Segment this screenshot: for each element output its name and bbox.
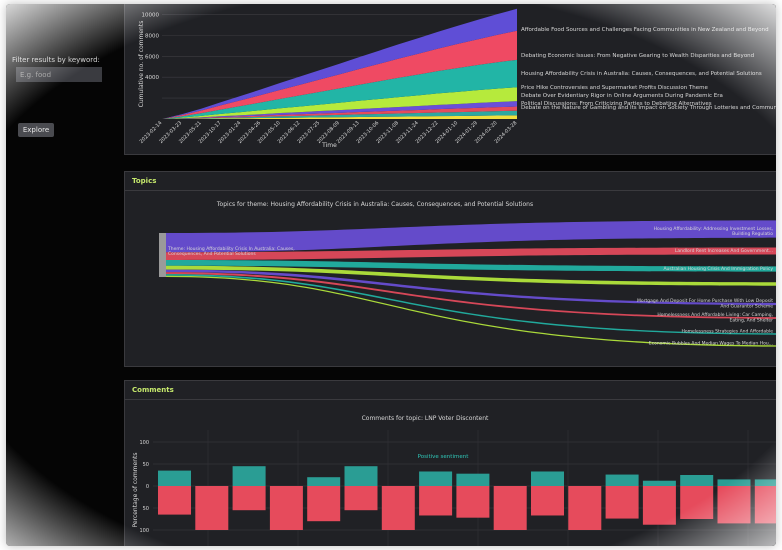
sankey-target-label: Homelessness And Affordable Living: Car … xyxy=(657,312,773,318)
negative-bar xyxy=(269,486,303,530)
positive-bar xyxy=(680,475,714,486)
series-label: Affordable Food Sources and Challenges F… xyxy=(521,27,769,33)
positive-bar xyxy=(642,480,676,486)
positive-bar xyxy=(605,474,639,486)
y-axis-label: Percentage of comments xyxy=(132,453,139,528)
y-tick-label: 6000 xyxy=(145,54,159,60)
sankey-target-label: Homelessness Strategies And Affordable xyxy=(681,328,773,334)
y-tick-label: 100 xyxy=(139,440,149,446)
positive-bar xyxy=(307,477,341,486)
y-tick-label: 0 xyxy=(146,484,149,490)
y-tick-label: 10000 xyxy=(142,12,160,18)
sankey-target-label: Building Regulatio xyxy=(732,231,773,237)
bars-title: Comments for topic: LNP Voter Discontent xyxy=(362,415,489,422)
comments-header: Comments xyxy=(125,381,776,400)
series-label: Price Hike Controversies and Supermarket… xyxy=(521,85,709,91)
negative-bar xyxy=(344,486,378,511)
positive-bar xyxy=(754,479,776,486)
sankey-target-label: And Guarantor Scheme xyxy=(720,303,773,309)
positive-bar xyxy=(531,471,564,486)
sankey-target-label: Landlord Rent Increases And Government..… xyxy=(675,248,773,254)
positive-bar xyxy=(232,466,266,486)
y-tick-label: 8000 xyxy=(145,33,159,39)
y-tick-label: 100 xyxy=(139,528,149,534)
negative-bar xyxy=(717,486,751,524)
sentiment-annotation: Positive sentiment xyxy=(418,454,470,460)
negative-bar xyxy=(531,486,564,516)
positive-bar xyxy=(717,479,751,486)
negative-bar xyxy=(307,486,341,522)
negative-bar xyxy=(419,486,453,516)
sankey-target-label: Australian Housing Crisis And Immigratio… xyxy=(663,266,773,272)
sentiment-bar-chart: Comments for topic: LNP Voter Discontent… xyxy=(132,415,776,546)
negative-bar xyxy=(381,486,415,530)
sankey-source-label: Consequences, And Potential Solutions xyxy=(168,251,256,257)
topics-header: Topics xyxy=(125,172,776,191)
negative-bar xyxy=(493,486,527,530)
y-axis-label: Cumulative no. of comments xyxy=(138,21,145,108)
negative-bar xyxy=(195,486,229,530)
cumulative-area-chart: 400060008000100002023-02-142023-03-23202… xyxy=(138,8,776,149)
app-screenshot: Filter results by keyword: Explore 4000 6… xyxy=(6,4,776,546)
negative-bar xyxy=(232,486,266,511)
positive-bar xyxy=(158,470,191,486)
y-tick-label: 4000 xyxy=(145,75,159,81)
positive-bar xyxy=(456,473,490,486)
positive-bar xyxy=(344,466,378,486)
timeline-panel: 4000 6000 8000 10000 2023-02-14 2023-03-23 202… xyxy=(124,4,776,155)
sankey-flow xyxy=(166,275,776,347)
sankey-target-label: Mortgage And Deposit For Home Purchase W… xyxy=(637,298,773,304)
y-tick-label: 50 xyxy=(143,506,149,512)
y-tick-label: 50 xyxy=(143,462,149,468)
series-label: Debating Economic Issues: From Negative … xyxy=(521,53,754,59)
comments-panel: Comments Comments for topic: LNP Voter D… xyxy=(124,380,776,546)
negative-bar xyxy=(568,486,602,530)
positive-bar xyxy=(419,471,453,486)
negative-bar xyxy=(456,486,490,518)
series-label: Housing Affordability Crisis in Australi… xyxy=(521,71,762,77)
sankey-target-label: Economic Bubbles And Median Wages To Med… xyxy=(649,340,773,346)
negative-bar xyxy=(158,486,191,515)
series-label: Debate Over Evidentiary Rigor in Online … xyxy=(521,93,723,99)
sankey-target-label: Eating, And Shelter xyxy=(729,318,773,324)
topics-panel: Topics Topics for theme: Housing Afforda… xyxy=(124,171,776,367)
filter-label: Filter results by keyword: xyxy=(12,56,100,64)
negative-bar xyxy=(754,486,776,524)
x-axis-label: Time xyxy=(321,142,337,149)
explore-button[interactable]: Explore xyxy=(18,123,54,137)
keyword-input[interactable] xyxy=(16,67,102,82)
sankey-title: Topics for theme: Housing Affordability … xyxy=(216,201,533,208)
negative-bar xyxy=(642,486,676,525)
series-label: Political Discussions: From Criticizing … xyxy=(521,101,712,107)
negative-bar xyxy=(680,486,714,519)
sankey-source-node xyxy=(159,233,166,277)
negative-bar xyxy=(605,486,639,519)
topics-sankey-chart: Topics for theme: Housing Affordability … xyxy=(159,201,776,347)
